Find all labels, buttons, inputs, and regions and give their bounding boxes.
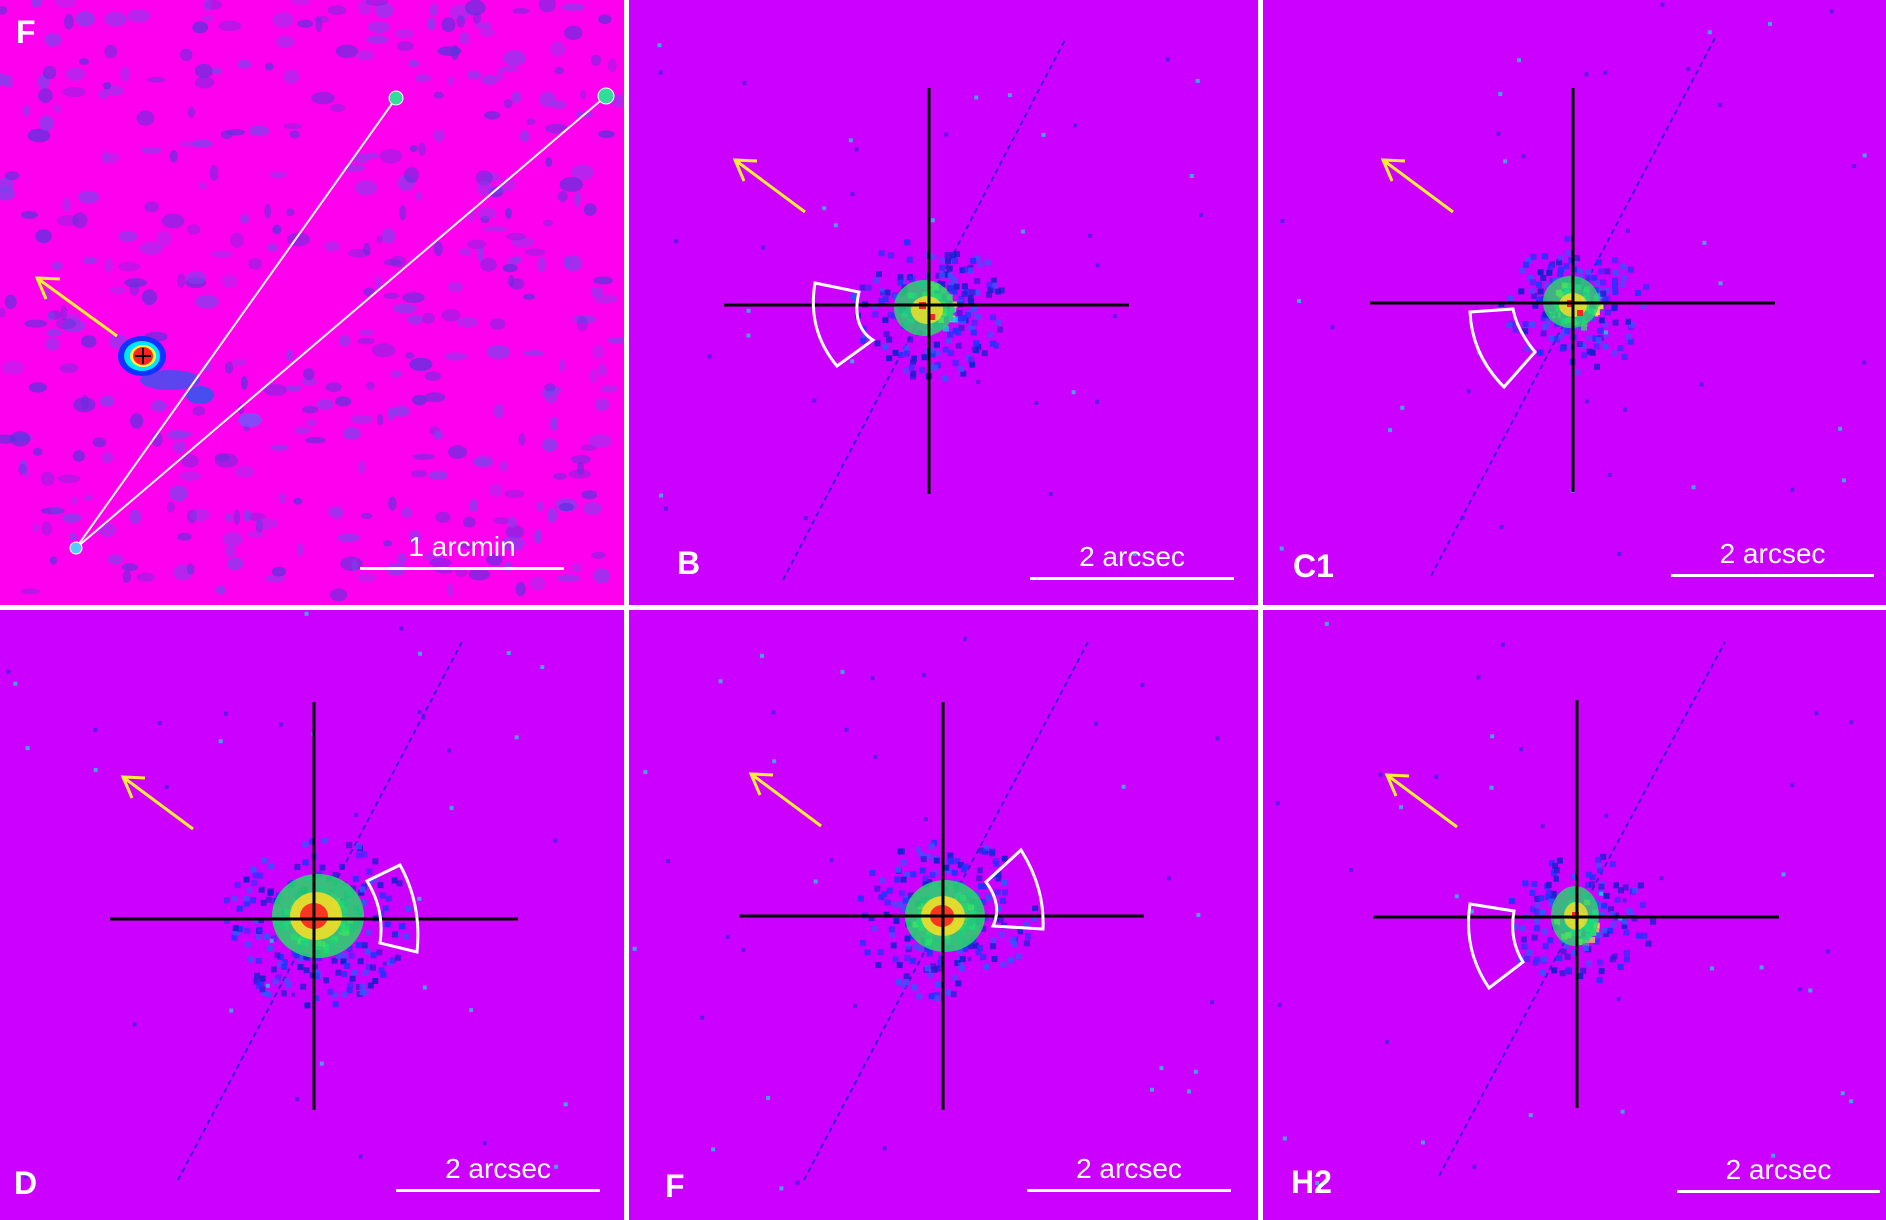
scale-bar-label: 2 arcsec	[1725, 1154, 1832, 1185]
region-outline	[1468, 307, 1537, 390]
panel-zoom-h2: H2 2 arcsec	[1263, 610, 1886, 1220]
scale-bar-label: 1 arcmin	[408, 531, 516, 562]
scale-bar-label: 2 arcsec	[1079, 541, 1185, 572]
panel-label: H2	[1291, 1164, 1332, 1200]
source-core	[272, 874, 364, 958]
scale-bar-group: 2 arcsec	[1027, 1155, 1231, 1192]
crosshair	[724, 88, 1129, 494]
panel-label: F	[16, 14, 36, 50]
scale-bar-line	[1030, 577, 1234, 580]
zoom-image	[629, 0, 1258, 605]
scale-bar-label: 2 arcsec	[1719, 538, 1826, 569]
scale-bar-group: 2 arcsec	[1030, 543, 1234, 580]
panel-label: B	[677, 545, 701, 581]
scale-bar-group: 2 arcsec	[396, 1155, 600, 1192]
region-outline	[983, 847, 1045, 931]
crosshair	[1370, 88, 1775, 492]
source-marker-right	[597, 87, 615, 105]
panel-zoom-f: F 2 arcsec	[629, 610, 1258, 1220]
direction-arrow	[1380, 158, 1454, 214]
readout-streak	[1430, 37, 1716, 577]
wide-field-image	[0, 0, 624, 605]
panel-zoom-d: D 2 arcsec	[0, 610, 624, 1220]
panel-wide-field: F 1 arcmin	[0, 0, 624, 605]
extended-emission	[140, 370, 262, 427]
bright-source	[118, 336, 166, 376]
wide-field-background	[0, 0, 624, 605]
source-marker-bottom	[69, 541, 83, 555]
direction-arrow	[34, 276, 118, 338]
readout-streak	[177, 641, 463, 1181]
scale-bar-line	[360, 567, 564, 570]
panel-zoom-c1: C1 2 arcsec	[1263, 0, 1886, 605]
readout-streak	[1438, 641, 1726, 1177]
scale-bar-label: 2 arcsec	[1076, 1153, 1182, 1184]
scale-bar-line	[1027, 1189, 1231, 1192]
panel-label: D	[14, 1165, 38, 1201]
connector-line-1	[75, 97, 397, 549]
readout-streak	[803, 641, 1089, 1181]
crosshair	[1373, 700, 1779, 1108]
direction-arrow	[748, 772, 822, 828]
direction-arrow	[1384, 773, 1458, 829]
readout-streak	[782, 37, 1067, 581]
scale-bar-group: 2 arcsec	[1671, 540, 1874, 577]
scale-bar-label: 2 arcsec	[445, 1153, 551, 1184]
connector-line-2	[75, 95, 607, 549]
scale-bar-line	[396, 1189, 600, 1192]
background-noise	[0, 0, 624, 602]
scale-bar-line	[1671, 574, 1874, 577]
source-marker-top	[388, 90, 404, 106]
scale-bar-group: 2 arcsec	[1677, 1156, 1880, 1193]
panel-label: F	[665, 1168, 685, 1204]
scale-bar-line	[1677, 1190, 1880, 1193]
crosshair	[110, 702, 518, 1110]
region-outline	[811, 281, 876, 369]
direction-arrow	[732, 158, 806, 214]
zoom-image	[0, 610, 624, 1220]
zoom-image	[1263, 610, 1886, 1220]
panel-zoom-b: B 2 arcsec	[629, 0, 1258, 605]
zoom-image	[629, 610, 1258, 1220]
crosshair	[739, 702, 1144, 1110]
panel-label: C1	[1293, 548, 1334, 584]
region-outline	[364, 863, 420, 954]
region-outline	[1467, 902, 1526, 991]
source-core	[894, 280, 954, 336]
zoom-image	[1263, 0, 1886, 605]
scale-bar-group: 1 arcmin	[360, 533, 564, 570]
direction-arrow	[120, 775, 194, 831]
